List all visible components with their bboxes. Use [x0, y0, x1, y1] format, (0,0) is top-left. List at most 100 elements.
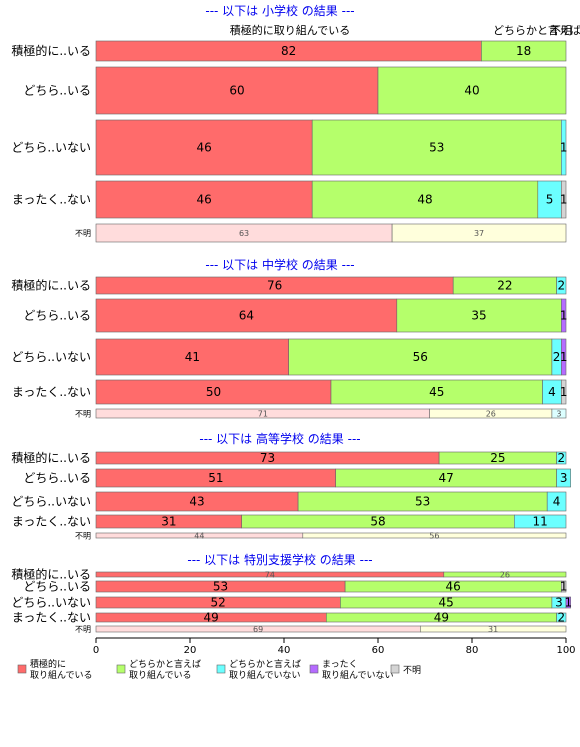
bar-segment	[513, 514, 567, 529]
data-label: 11	[533, 515, 548, 529]
x-tick-label: 0	[93, 645, 99, 656]
bar-segment	[95, 180, 313, 219]
x-tick-label: 40	[278, 645, 291, 656]
data-label: 73	[260, 451, 275, 465]
bar-segment	[560, 298, 567, 333]
data-label: 2	[557, 611, 565, 625]
data-label: 2	[553, 350, 561, 364]
data-label: 31	[161, 515, 176, 529]
x-tick-label: 100	[556, 645, 575, 656]
data-label: 82	[281, 44, 296, 58]
data-label: 25	[490, 451, 505, 465]
bar-segment	[560, 119, 567, 176]
data-label: 3	[560, 471, 568, 485]
data-label: 58	[370, 515, 385, 529]
legend-swatch	[309, 664, 319, 674]
data-label: 64	[239, 309, 254, 323]
legend-label: 積極的に	[30, 658, 66, 670]
bar-segment	[391, 223, 567, 243]
legend-swatch	[390, 664, 400, 674]
row-label: どちら..いる	[23, 580, 91, 594]
row-label-unknown: 不明	[75, 229, 91, 238]
data-label: 41	[185, 350, 200, 364]
data-label: 1	[560, 309, 568, 323]
bar-segment	[560, 338, 567, 376]
row-label: どちら..いない	[11, 495, 91, 509]
bar-segment	[95, 298, 398, 333]
data-label: 76	[267, 279, 282, 293]
bar-segment	[546, 491, 567, 512]
data-label: 1	[560, 350, 568, 364]
data-label: 63	[239, 229, 249, 238]
data-label: 1	[560, 193, 568, 207]
bar-segment	[311, 119, 562, 176]
data-label: 1	[565, 596, 573, 610]
legend-swatch	[216, 664, 226, 674]
column-header-3: 不明	[550, 24, 572, 37]
data-label: 3	[556, 410, 561, 419]
data-label: 26	[500, 571, 510, 580]
data-label: 22	[497, 279, 512, 293]
bar-segment	[419, 625, 567, 633]
column-header-2: どちらかと言えば	[493, 24, 580, 37]
bar-segment	[560, 379, 567, 405]
data-label: 49	[434, 611, 449, 625]
column-header-1: 積極的に取り組んでいる	[230, 23, 350, 37]
bar-segment	[95, 338, 289, 376]
row-label: 積極的に..いる	[11, 43, 91, 58]
bar-segment	[556, 451, 567, 465]
bar-segment	[95, 119, 313, 176]
data-label: 56	[429, 532, 439, 541]
data-label: 43	[189, 495, 204, 509]
row-label: まったく..ない	[12, 515, 91, 529]
data-label: 52	[211, 596, 226, 610]
bar-segment	[302, 532, 567, 539]
data-label: 51	[208, 471, 223, 485]
bar-segment	[311, 180, 539, 219]
data-label: 53	[213, 580, 228, 594]
legend-label: 取り組んでいる	[30, 669, 93, 681]
legend-swatch	[116, 664, 126, 674]
data-label: 18	[516, 44, 531, 58]
row-label: まったく..ない	[12, 193, 91, 207]
data-label: 1	[560, 141, 568, 155]
data-label: 31	[488, 625, 498, 634]
data-label: 37	[474, 229, 484, 238]
data-label: 1	[560, 580, 568, 594]
row-label: まったく..ない	[12, 611, 91, 625]
row-label: どちら..いない	[11, 596, 91, 610]
data-label: 46	[196, 141, 211, 155]
data-label: 3	[555, 596, 563, 610]
bar-segment	[556, 468, 571, 488]
data-label: 35	[471, 309, 486, 323]
panel-title: --- 以下は 特別支援学校 の結果 ---	[187, 552, 372, 567]
row-label: どちら..いない	[11, 141, 91, 155]
data-label: 53	[429, 141, 444, 155]
bar-segment	[396, 298, 562, 333]
legend-label: 不明	[403, 665, 421, 676]
panel-title: --- 以下は 小学校 の結果 ---	[205, 3, 354, 18]
row-label-unknown: 不明	[75, 532, 91, 541]
x-tick-label: 80	[466, 645, 479, 656]
bar-segment	[560, 580, 567, 593]
data-label: 45	[429, 385, 444, 399]
data-label: 56	[413, 350, 428, 364]
row-label: 積極的に..いる	[11, 450, 91, 465]
bar-segment	[481, 40, 567, 62]
data-label: 71	[258, 410, 268, 419]
data-label: 69	[253, 625, 263, 634]
bar-segment	[95, 379, 332, 405]
data-label: 49	[204, 611, 219, 625]
row-label: どちら..いる	[23, 471, 91, 485]
row-label: 積極的に..いる	[11, 278, 91, 293]
row-label: どちら..いる	[23, 84, 91, 98]
row-label: 積極的に..いる	[11, 567, 91, 582]
row-label-unknown: 不明	[75, 625, 91, 634]
legend-label: 取り組んでいない	[322, 669, 394, 681]
data-label: 44	[194, 532, 204, 541]
row-label: どちら..いる	[23, 309, 91, 323]
data-label: 46	[196, 193, 211, 207]
data-label: 48	[417, 193, 432, 207]
x-tick-label: 20	[184, 645, 197, 656]
